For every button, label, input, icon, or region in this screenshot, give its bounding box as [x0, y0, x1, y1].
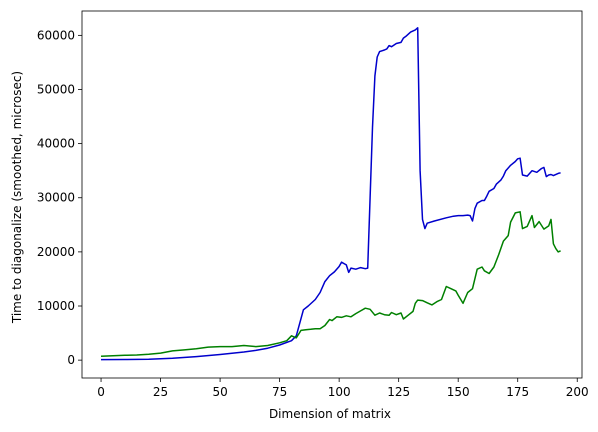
y-tick-label: 0	[67, 353, 75, 367]
x-tick-label: 175	[506, 385, 529, 399]
x-axis-label: Dimension of matrix	[269, 407, 391, 421]
plot-area	[81, 10, 583, 379]
x-tick-label: 200	[566, 385, 589, 399]
y-tick-label: 30000	[37, 191, 75, 205]
x-tick-label: 125	[387, 385, 410, 399]
x-tick-label: 75	[272, 385, 287, 399]
y-tick-label: 20000	[37, 245, 75, 259]
x-tick-label: 150	[447, 385, 470, 399]
x-tick-label: 0	[97, 385, 105, 399]
y-tick-label: 50000	[37, 82, 75, 96]
y-tick-label: 60000	[37, 28, 75, 42]
x-tick-label: 100	[328, 385, 351, 399]
series-line-2	[100, 211, 561, 358]
series-line-1	[100, 27, 561, 361]
x-axis-ticks: 0 25 50 75 100 125 150 175 200	[97, 378, 589, 399]
y-axis-label: Time to diagonalize (smoothed, microsec)	[10, 71, 24, 324]
y-tick-label: 10000	[37, 299, 75, 313]
y-axis-ticks: 0 10000 20000 30000 40000 50000 60000	[37, 28, 82, 367]
y-tick-label: 40000	[37, 137, 75, 151]
series-layer	[100, 27, 561, 361]
x-tick-label: 25	[153, 385, 168, 399]
x-tick-label: 50	[212, 385, 227, 399]
plot-frame	[81, 10, 583, 379]
